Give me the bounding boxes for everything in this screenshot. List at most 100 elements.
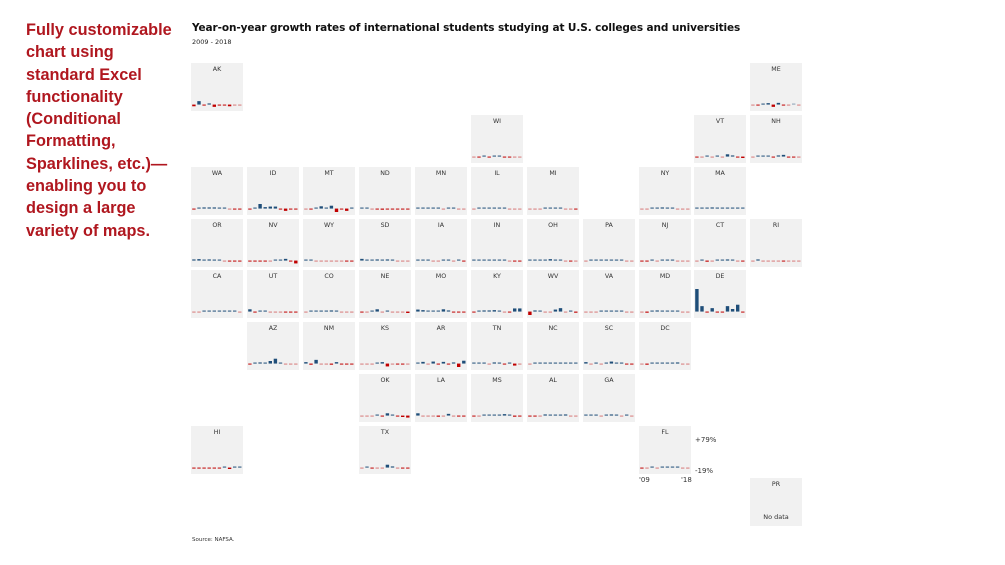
bar-2016 — [283, 208, 288, 211]
bar-2009 — [248, 208, 252, 210]
state-label: NV — [268, 222, 278, 229]
bar-2014 — [385, 413, 390, 416]
sparkline-ms — [472, 414, 522, 417]
bar-2018 — [797, 104, 801, 106]
bar-2012 — [543, 207, 547, 209]
bar-2013 — [660, 207, 664, 209]
bar-2010 — [533, 362, 537, 364]
bar-2012 — [487, 414, 491, 416]
sparkline-ne — [360, 309, 410, 313]
bar-2010 — [253, 362, 257, 364]
promo-line: Fully customizable — [26, 21, 172, 39]
promo-line: variety of maps. — [26, 221, 150, 240]
state-label: LA — [437, 377, 445, 384]
bar-2013 — [492, 310, 496, 312]
bar-2012 — [207, 207, 211, 209]
bar-2011 — [705, 311, 709, 313]
bar-2012 — [319, 363, 323, 365]
sparkline-ny — [640, 207, 690, 210]
bar-2017 — [569, 362, 573, 364]
state-tile-mn: MN — [415, 167, 467, 215]
bar-2016 — [563, 414, 568, 416]
bar-2015 — [390, 208, 395, 210]
bar-2010 — [700, 259, 704, 261]
bar-2011 — [482, 207, 486, 209]
bar-2012 — [543, 311, 547, 313]
bar-2014 — [609, 414, 614, 416]
bar-2016 — [227, 467, 232, 469]
state-label: IN — [493, 222, 501, 229]
bar-2018 — [406, 208, 410, 210]
bar-2013 — [268, 206, 272, 209]
state-tile-nh: NH — [750, 115, 802, 163]
sparkline-wi — [472, 155, 522, 158]
bar-2013 — [771, 104, 775, 107]
bar-2017 — [569, 260, 573, 262]
bar-2016 — [507, 362, 512, 364]
bar-2009 — [248, 309, 252, 312]
bar-2014 — [497, 259, 502, 261]
sparkline-ks — [360, 362, 410, 367]
state-label: KS — [380, 325, 390, 332]
bar-2018 — [238, 466, 242, 468]
sparkline-tn — [472, 362, 522, 366]
state-label: RI — [772, 222, 780, 229]
legend-start-label: '09 — [639, 476, 650, 484]
bar-2014 — [441, 309, 446, 312]
bar-2017 — [401, 208, 405, 210]
bar-2011 — [482, 155, 486, 157]
bar-2014 — [776, 260, 781, 262]
bar-2016 — [730, 309, 735, 312]
bar-2011 — [202, 310, 206, 312]
bar-2009 — [360, 467, 364, 469]
bar-2011 — [314, 260, 318, 262]
bar-2014 — [385, 464, 390, 468]
bar-2017 — [401, 363, 405, 365]
bar-2017 — [457, 208, 461, 210]
bar-2018 — [518, 208, 522, 210]
bar-2009 — [304, 259, 308, 261]
sparkline-nm — [304, 359, 354, 365]
bar-2015 — [558, 362, 563, 364]
bar-2013 — [604, 310, 608, 312]
bar-2009 — [360, 207, 364, 209]
bar-2016 — [563, 208, 568, 210]
promo-line: chart using — [26, 43, 114, 62]
state-label: DC — [660, 325, 670, 332]
bar-2010 — [309, 310, 313, 312]
bar-2017 — [345, 363, 349, 365]
bar-2012 — [431, 415, 435, 417]
bar-2018 — [406, 415, 410, 418]
state-label: NY — [660, 170, 670, 177]
bar-2016 — [507, 156, 512, 158]
bar-2012 — [263, 260, 267, 262]
bar-2012 — [655, 207, 659, 209]
sparkline-vt — [695, 154, 745, 158]
bar-2009 — [584, 362, 588, 364]
bar-2011 — [594, 259, 598, 261]
state-label: CO — [324, 273, 334, 280]
bar-2010 — [421, 310, 425, 312]
bar-2011 — [650, 207, 654, 209]
bar-2014 — [329, 363, 334, 365]
bar-2011 — [370, 208, 374, 210]
state-label: NJ — [661, 222, 669, 229]
bar-2017 — [569, 208, 573, 210]
bar-2014 — [609, 310, 614, 312]
promo-line: functionality — [26, 87, 123, 106]
bar-2011 — [650, 259, 654, 261]
bar-2010 — [253, 311, 257, 313]
bar-2016 — [619, 259, 624, 261]
bar-2013 — [715, 259, 719, 261]
state-label: MN — [435, 170, 447, 177]
bar-2017 — [457, 259, 461, 261]
bar-2015 — [558, 414, 563, 416]
bar-2010 — [309, 363, 313, 365]
bar-2014 — [720, 207, 725, 209]
bar-2016 — [563, 311, 568, 313]
sparkline-nj — [640, 259, 690, 262]
bar-2012 — [487, 310, 491, 312]
state-label: UT — [268, 273, 278, 280]
bar-2013 — [492, 155, 496, 157]
bar-2013 — [268, 361, 272, 364]
